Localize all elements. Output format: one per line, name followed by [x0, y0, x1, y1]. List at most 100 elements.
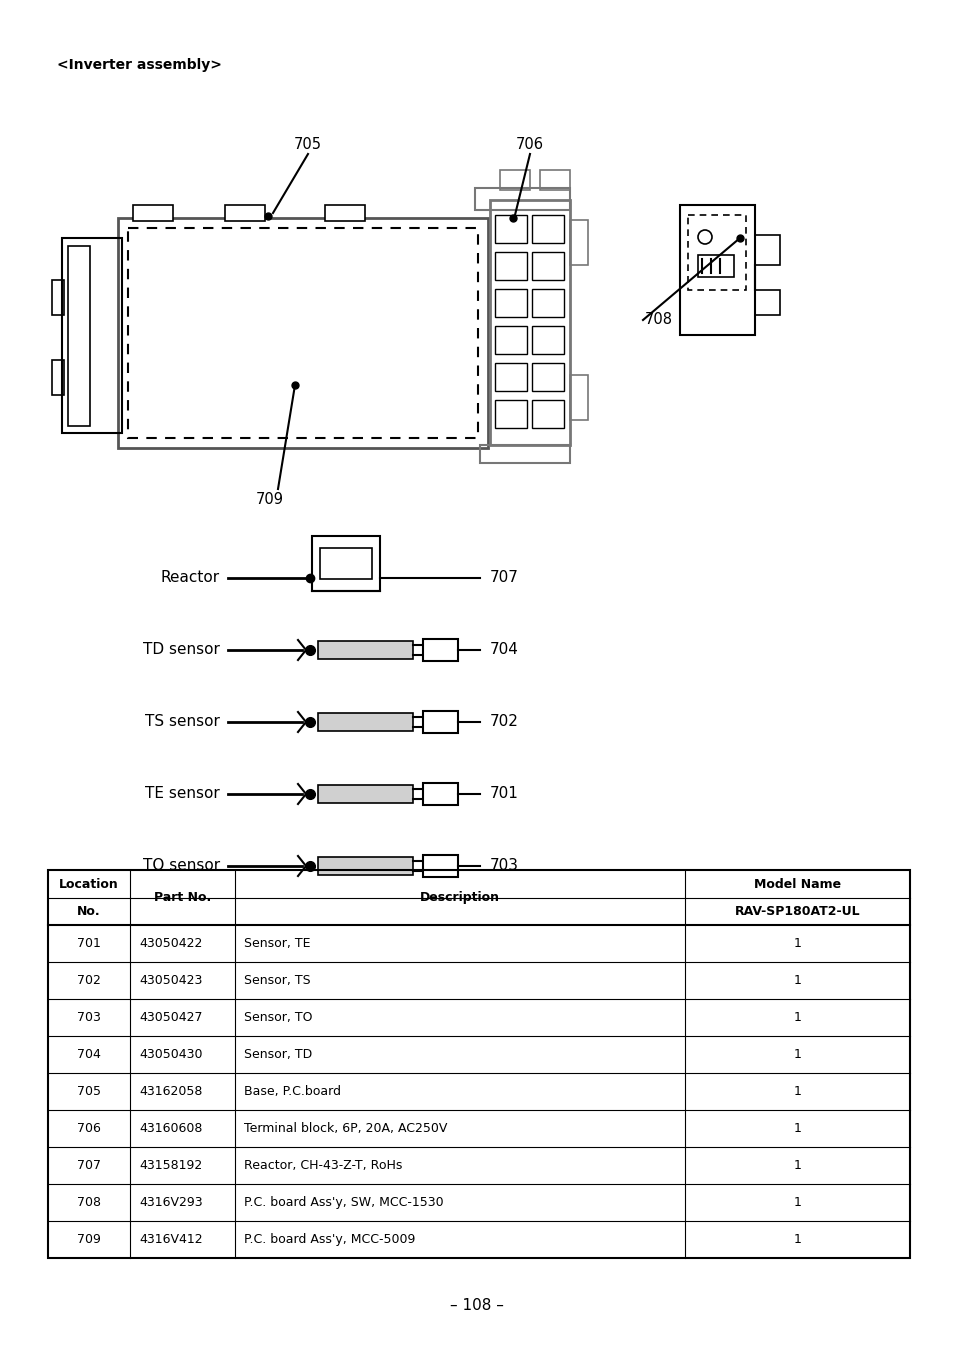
Bar [495, 363, 526, 391]
Bar [495, 288, 526, 317]
Bar [495, 400, 526, 429]
Text: Reactor: Reactor [161, 570, 220, 585]
Bar [495, 252, 526, 280]
Text: 1: 1 [793, 1011, 801, 1024]
Text: 706: 706 [516, 137, 543, 152]
Text: – 108 –: – 108 – [450, 1298, 503, 1313]
Bar [62, 239, 122, 433]
Text: Base, P.C.board: Base, P.C.board [244, 1085, 340, 1099]
Bar [532, 214, 563, 243]
Bar [317, 857, 413, 875]
Text: RAV-SP180AT2-UL: RAV-SP180AT2-UL [734, 905, 860, 918]
Text: 704: 704 [77, 1047, 101, 1061]
Text: Sensor, TO: Sensor, TO [244, 1011, 313, 1024]
Bar [325, 205, 365, 221]
Bar [312, 537, 379, 590]
Text: Reactor, CH-43-Z-T, RoHs: Reactor, CH-43-Z-T, RoHs [244, 1159, 402, 1171]
Text: No.: No. [77, 905, 101, 918]
Bar [754, 290, 780, 315]
Bar [532, 363, 563, 391]
Bar [532, 326, 563, 355]
Bar [52, 280, 64, 315]
Text: Description: Description [419, 891, 499, 905]
Text: 708: 708 [644, 313, 672, 328]
Text: Terminal block, 6P, 20A, AC250V: Terminal block, 6P, 20A, AC250V [244, 1122, 447, 1135]
Bar [532, 288, 563, 317]
Text: 1: 1 [793, 937, 801, 950]
Text: 43050430: 43050430 [139, 1047, 202, 1061]
Text: 707: 707 [490, 570, 518, 585]
Bar [479, 445, 569, 462]
Text: TD sensor: TD sensor [143, 643, 220, 658]
Text: 703: 703 [490, 859, 518, 874]
Text: 1: 1 [793, 975, 801, 987]
Text: TS sensor: TS sensor [145, 714, 220, 729]
Text: Sensor, TD: Sensor, TD [244, 1047, 312, 1061]
Text: 1: 1 [793, 1047, 801, 1061]
Text: 708: 708 [77, 1196, 101, 1209]
Bar [317, 642, 413, 659]
Text: 43162058: 43162058 [139, 1085, 202, 1099]
Bar [225, 205, 265, 221]
Bar [118, 218, 488, 448]
Text: Sensor, TE: Sensor, TE [244, 937, 310, 950]
Text: 705: 705 [77, 1085, 101, 1099]
Text: 4316V412: 4316V412 [139, 1233, 202, 1246]
Text: 1: 1 [793, 1085, 801, 1099]
Text: 709: 709 [77, 1233, 101, 1246]
Bar [754, 235, 780, 266]
Text: P.C. board Ass'y, MCC-5009: P.C. board Ass'y, MCC-5009 [244, 1233, 415, 1246]
Text: 43160608: 43160608 [139, 1122, 202, 1135]
Bar [539, 170, 569, 190]
Bar [319, 549, 372, 580]
Bar [422, 855, 457, 878]
Text: 4316V293: 4316V293 [139, 1196, 202, 1209]
Bar [495, 326, 526, 355]
Text: 1: 1 [793, 1196, 801, 1209]
Bar [128, 228, 477, 438]
Bar [68, 245, 90, 426]
Text: 701: 701 [77, 937, 101, 950]
Bar [52, 360, 64, 395]
Bar [679, 205, 754, 336]
Text: 702: 702 [77, 975, 101, 987]
Bar [569, 375, 587, 421]
Bar [475, 187, 569, 210]
Text: Location: Location [59, 878, 119, 891]
Bar [132, 205, 172, 221]
Text: 701: 701 [490, 786, 518, 802]
Bar [422, 639, 457, 661]
Bar [532, 400, 563, 429]
Text: 707: 707 [77, 1159, 101, 1171]
Bar [569, 220, 587, 266]
Bar [495, 214, 526, 243]
Text: 703: 703 [77, 1011, 101, 1024]
Text: 1: 1 [793, 1233, 801, 1246]
Text: 705: 705 [294, 137, 322, 152]
Text: 43050422: 43050422 [139, 937, 202, 950]
Bar [48, 869, 909, 1258]
Bar [317, 785, 413, 803]
Text: Sensor, TS: Sensor, TS [244, 975, 311, 987]
Text: TE sensor: TE sensor [145, 786, 220, 802]
Bar [317, 713, 413, 731]
Text: 43158192: 43158192 [139, 1159, 202, 1171]
Text: 1: 1 [793, 1159, 801, 1171]
Text: 702: 702 [490, 714, 518, 729]
Text: 43050427: 43050427 [139, 1011, 202, 1024]
Text: 706: 706 [77, 1122, 101, 1135]
Bar [422, 783, 457, 805]
Bar [499, 170, 530, 190]
Bar [490, 200, 569, 445]
Bar [698, 255, 733, 276]
Bar [532, 252, 563, 280]
Text: TO sensor: TO sensor [143, 859, 220, 874]
Text: 704: 704 [490, 643, 518, 658]
Text: Model Name: Model Name [753, 878, 841, 891]
Bar [422, 710, 457, 733]
Text: 1: 1 [793, 1122, 801, 1135]
Text: P.C. board Ass'y, SW, MCC-1530: P.C. board Ass'y, SW, MCC-1530 [244, 1196, 443, 1209]
Text: 43050423: 43050423 [139, 975, 202, 987]
Bar [687, 214, 745, 290]
Text: 709: 709 [255, 492, 284, 507]
